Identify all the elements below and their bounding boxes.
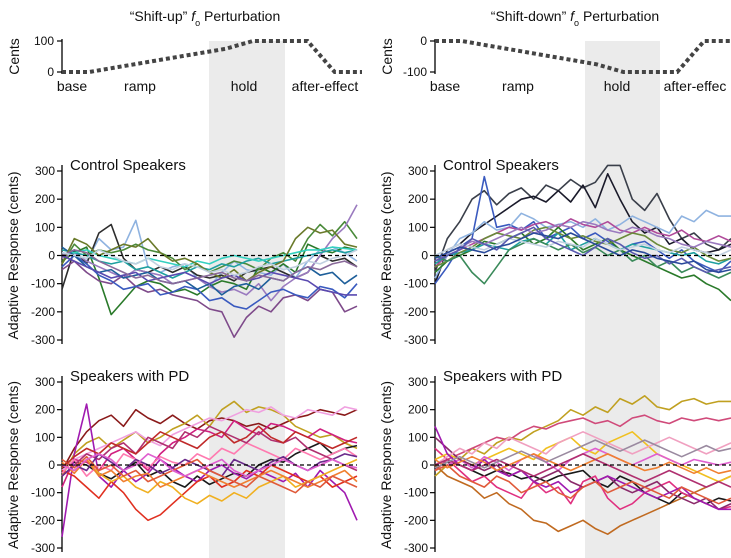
phase-label: hold (604, 78, 630, 94)
y-tick-label: -300 (404, 333, 428, 347)
response-series-line (434, 394, 731, 477)
y-tick-label: 0 (420, 34, 427, 48)
y-tick-label: -200 (404, 513, 428, 527)
adaptive-response-axis-label: Adaptive Response (cents) (5, 381, 21, 549)
y-tick-label: 200 (35, 403, 55, 417)
y-tick-label: 100 (35, 220, 55, 234)
y-tick-label: 200 (408, 403, 428, 417)
perturbation-profile-line (62, 39, 362, 74)
response-series-line (434, 464, 731, 505)
response-series-line (61, 408, 358, 471)
adaptive-response-axis-label: Adaptive Response (cents) (5, 171, 21, 339)
y-tick-label: -100 (404, 277, 428, 291)
panel-title: Speakers with PD (70, 368, 189, 385)
control-shift-down-panel: -300 -200 -100 0 100 200 300 Adaptive Response … (378, 157, 731, 347)
shift-down-title: “Shift-down” fo Perturbation (491, 8, 659, 28)
response-series-line (61, 254, 357, 296)
pd-shift-up-panel: -300 -200 -100 0 100 200 300 Adaptive Response … (5, 368, 358, 555)
response-series-line (61, 204, 358, 302)
response-series-line (434, 175, 731, 285)
y-tick-label: 100 (408, 220, 428, 234)
response-series-line (434, 430, 731, 466)
perturbation-profile-line (435, 39, 731, 74)
phase-label: ramp (502, 78, 534, 94)
y-tick-label: 300 (35, 375, 55, 389)
response-series-line (61, 254, 358, 310)
y-tick-label: -100 (31, 486, 55, 500)
y-tick-label: 300 (35, 164, 55, 178)
y-tick-label: -300 (404, 541, 428, 555)
y-tick-label: -200 (404, 305, 428, 319)
response-series-line (61, 246, 358, 268)
y-tick-label: 0 (421, 458, 428, 472)
response-series-line (61, 249, 358, 285)
phase-label: base (57, 78, 88, 94)
panel-title: Control Speakers (70, 157, 186, 174)
response-series-line (61, 425, 358, 469)
phase-label: base (430, 78, 461, 94)
y-tick-label: 100 (34, 34, 54, 48)
shift-down-perturbation-plot: -100 0 Cents base ramp hold after-effec (379, 34, 731, 558)
response-series-line (434, 237, 731, 257)
phase-label: after-effect (292, 78, 359, 94)
phase-label: hold (231, 78, 257, 94)
response-series-line (434, 232, 731, 274)
response-series-line (61, 458, 358, 488)
y-tick-label: 200 (408, 192, 428, 206)
response-series-line (434, 226, 731, 302)
response-series-line (61, 260, 358, 339)
response-series-line (434, 209, 731, 279)
adaptive-response-axis-label: Adaptive Response (cents) (378, 171, 394, 339)
response-series-line (434, 439, 731, 469)
response-series-line (434, 237, 731, 285)
y-tick-label: 0 (421, 249, 428, 263)
y-tick-label: 100 (408, 430, 428, 444)
y-tick-label: -200 (31, 513, 55, 527)
cents-axis-label: Cents (6, 38, 22, 75)
response-series-line (61, 425, 358, 477)
control-shift-up-panel: -300 -200 -100 0 100 200 300 Adaptive Response … (5, 157, 358, 347)
y-tick-label: -100 (403, 65, 427, 79)
response-series-line (434, 173, 731, 284)
shift-up-title: “Shift-up” fo Perturbation (130, 8, 281, 28)
y-tick-label: 300 (408, 164, 428, 178)
y-tick-label: 100 (35, 430, 55, 444)
phase-label: after-effec (664, 78, 727, 94)
y-tick-label: -100 (31, 277, 55, 291)
response-series-line (434, 447, 731, 511)
y-tick-label: 0 (47, 65, 54, 79)
y-tick-label: -200 (31, 305, 55, 319)
y-tick-label: -300 (31, 541, 55, 555)
y-tick-label: -300 (31, 333, 55, 347)
y-tick-label: 300 (408, 375, 428, 389)
adaptive-response-axis-label: Adaptive Response (cents) (378, 381, 394, 549)
response-series-line (434, 226, 731, 268)
y-tick-label: 200 (35, 192, 55, 206)
panel-title: Control Speakers (443, 157, 559, 174)
y-tick-label: 0 (48, 458, 55, 472)
y-tick-label: 0 (48, 249, 55, 263)
cents-axis-label: Cents (379, 38, 395, 75)
panel-title: Speakers with PD (443, 368, 562, 385)
y-tick-label: -100 (404, 486, 428, 500)
phase-label: ramp (124, 78, 156, 94)
pd-shift-down-panel: -300 -200 -100 0 100 200 300 Adaptive Response … (378, 368, 731, 555)
